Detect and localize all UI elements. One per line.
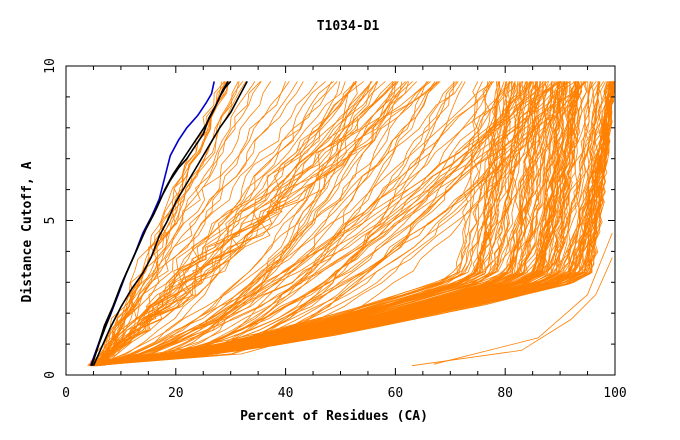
x-tick-label: 80	[497, 386, 513, 401]
model-curve	[101, 81, 229, 366]
x-tick-label: 0	[62, 386, 70, 401]
model-curve	[89, 81, 429, 367]
model-curve	[92, 81, 537, 363]
model-curve	[95, 81, 554, 367]
model-curve	[92, 81, 357, 367]
model-curve	[96, 81, 561, 365]
model-curve	[95, 81, 394, 367]
y-axis-label: Distance Cutoff, A	[20, 161, 35, 302]
model-curve	[96, 81, 272, 366]
model-curve	[95, 81, 611, 362]
model-curve	[89, 81, 378, 367]
model-curve	[95, 81, 372, 367]
model-curve	[90, 81, 397, 367]
model-curve	[91, 81, 357, 367]
model-curve	[101, 81, 256, 366]
x-tick-label: 40	[278, 386, 294, 401]
model-curve	[100, 81, 373, 366]
model-curve	[91, 81, 532, 366]
model-curve	[94, 81, 372, 367]
model-curve	[96, 81, 438, 367]
model-curve	[96, 81, 608, 366]
model-curve	[95, 81, 614, 363]
model-curve	[96, 81, 544, 367]
model-curve	[411, 257, 613, 367]
model-curve	[94, 81, 492, 367]
model-curve	[92, 81, 501, 365]
model-curve	[91, 81, 519, 363]
model-curve	[94, 81, 579, 362]
model-curve	[91, 81, 408, 367]
model-curve	[89, 81, 318, 366]
x-tick-label: 100	[603, 386, 626, 401]
model-curve	[102, 81, 334, 366]
model-curve	[97, 81, 230, 366]
model-curve	[100, 81, 393, 366]
model-curve	[89, 81, 427, 367]
model-curve	[96, 81, 441, 367]
model-curve	[94, 81, 418, 366]
model-curve	[90, 81, 304, 367]
model-curve	[91, 81, 615, 367]
model-curve	[95, 81, 239, 366]
y-axis: 0 5 10	[43, 58, 615, 379]
model-curve	[94, 81, 463, 367]
model-curve	[89, 81, 561, 367]
x-axis: 0 20 40 60 80 100	[62, 66, 627, 401]
model-curve	[94, 81, 499, 366]
highlight-series-3	[92, 81, 248, 367]
model-curve	[95, 81, 494, 367]
model-curve	[91, 81, 516, 365]
model-curve	[95, 81, 539, 367]
model-curve	[91, 81, 568, 367]
model-curve	[93, 81, 561, 363]
model-curve	[97, 81, 454, 367]
model-curve	[91, 81, 440, 367]
model-curve	[91, 81, 436, 367]
x-tick-label: 60	[388, 386, 404, 401]
y-tick-label: 5	[43, 217, 58, 225]
y-tick-label: 10	[43, 58, 58, 74]
model-curve	[96, 81, 403, 367]
plot-lines	[87, 80, 615, 367]
model-curve	[93, 81, 585, 367]
model-curve	[103, 81, 386, 366]
chart-title: T1034-D1	[317, 19, 380, 34]
x-tick-label: 20	[168, 386, 184, 401]
model-curve	[91, 81, 539, 365]
model-curve	[97, 81, 244, 366]
model-curve	[93, 81, 548, 367]
model-curve	[94, 81, 576, 364]
model-curve	[96, 81, 600, 366]
model-curve	[93, 81, 341, 367]
model-curve	[95, 81, 563, 363]
model-curve	[93, 81, 523, 366]
model-curve	[100, 81, 261, 366]
model-curve	[94, 81, 396, 367]
y-tick-label: 0	[43, 371, 58, 379]
model-curve	[433, 232, 613, 365]
x-axis-label: Percent of Residues (CA)	[240, 409, 428, 424]
model-curve	[91, 81, 358, 367]
model-curve	[94, 81, 479, 364]
highlight-series-2	[91, 80, 232, 366]
model-curve	[95, 81, 399, 367]
